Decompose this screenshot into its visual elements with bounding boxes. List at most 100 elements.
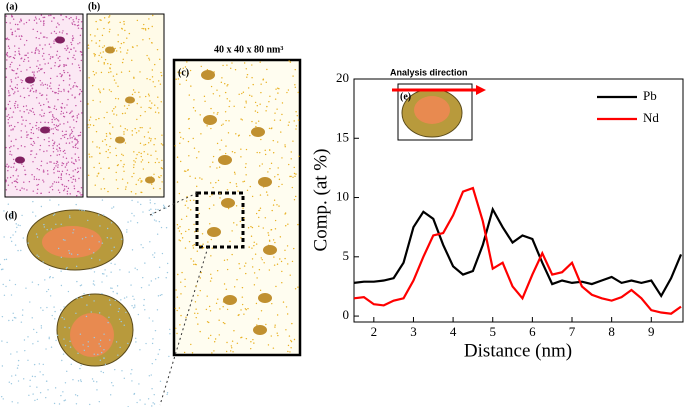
atom <box>92 280 95 282</box>
atom <box>68 173 71 176</box>
atom <box>152 320 154 322</box>
atom <box>5 258 8 261</box>
atom <box>55 165 57 167</box>
atom <box>272 152 275 154</box>
atom <box>195 263 197 266</box>
cluster <box>258 293 272 303</box>
atom <box>151 25 153 28</box>
atom <box>58 147 61 149</box>
atom <box>27 60 30 62</box>
atom <box>193 147 196 149</box>
atom <box>21 79 24 82</box>
atom <box>27 134 29 136</box>
atom <box>255 302 258 305</box>
atom <box>121 112 124 115</box>
atom <box>13 316 16 319</box>
atom <box>56 148 58 151</box>
atom <box>51 114 54 116</box>
atom <box>20 18 22 20</box>
atom <box>153 256 156 259</box>
series-line <box>353 186 682 315</box>
atom <box>69 112 71 115</box>
atom <box>32 211 34 213</box>
atom <box>157 176 160 178</box>
atom <box>264 149 266 152</box>
atom <box>16 188 18 191</box>
atom <box>235 205 238 207</box>
atom <box>40 68 42 71</box>
atom <box>79 42 81 44</box>
atom <box>103 63 105 65</box>
atom <box>26 131 28 133</box>
y-tick-label: 0 <box>343 307 350 322</box>
atom <box>80 187 83 189</box>
atom <box>293 120 295 122</box>
atom <box>89 124 92 126</box>
atom <box>52 128 54 130</box>
atom <box>11 319 14 322</box>
atom <box>186 195 188 198</box>
atom <box>144 309 146 311</box>
atom <box>3 258 6 261</box>
atom <box>70 48 72 51</box>
atom <box>52 214 55 216</box>
atom <box>148 375 151 377</box>
atom <box>55 339 57 342</box>
atom <box>40 164 42 167</box>
atom <box>43 115 45 117</box>
atom <box>108 71 110 74</box>
atom <box>245 272 247 275</box>
atom <box>11 401 13 403</box>
atom <box>240 309 242 311</box>
atom <box>73 187 76 190</box>
atom <box>265 323 267 326</box>
atom <box>90 257 93 260</box>
atom <box>123 133 125 135</box>
atom <box>20 136 23 138</box>
atom <box>127 342 129 345</box>
atom <box>38 169 40 171</box>
atom <box>61 74 63 76</box>
atom <box>58 403 61 405</box>
atom <box>8 92 10 94</box>
atom <box>112 206 115 208</box>
atom <box>25 287 27 289</box>
atom <box>147 131 149 133</box>
atom <box>33 73 35 75</box>
atom <box>46 170 49 172</box>
atom <box>17 23 19 26</box>
atom <box>192 260 195 262</box>
atom <box>80 380 82 383</box>
atom <box>151 41 153 44</box>
atom <box>211 194 213 196</box>
cluster <box>221 198 235 208</box>
atom <box>19 110 21 112</box>
atom <box>71 141 73 143</box>
atom <box>190 343 192 346</box>
atom <box>116 292 118 295</box>
atom <box>41 55 44 57</box>
atom <box>286 91 288 94</box>
atom <box>233 286 236 288</box>
atom <box>26 69 28 71</box>
atom <box>251 77 253 79</box>
atom <box>96 28 99 30</box>
atom <box>243 217 245 220</box>
atom <box>216 142 219 145</box>
atom <box>253 241 255 243</box>
x-tick-label: 8 <box>608 324 615 339</box>
atom <box>161 181 163 183</box>
atom <box>12 111 15 113</box>
atom <box>54 91 56 94</box>
atom <box>56 50 59 53</box>
atom <box>53 40 55 42</box>
atom <box>67 90 70 93</box>
atom <box>7 90 10 92</box>
atom <box>47 389 49 391</box>
atom <box>98 117 100 120</box>
arrow-label: Analysis direction <box>390 67 468 77</box>
atom <box>228 105 230 108</box>
atom <box>30 137 33 140</box>
atom <box>9 107 12 110</box>
atom <box>65 173 68 175</box>
